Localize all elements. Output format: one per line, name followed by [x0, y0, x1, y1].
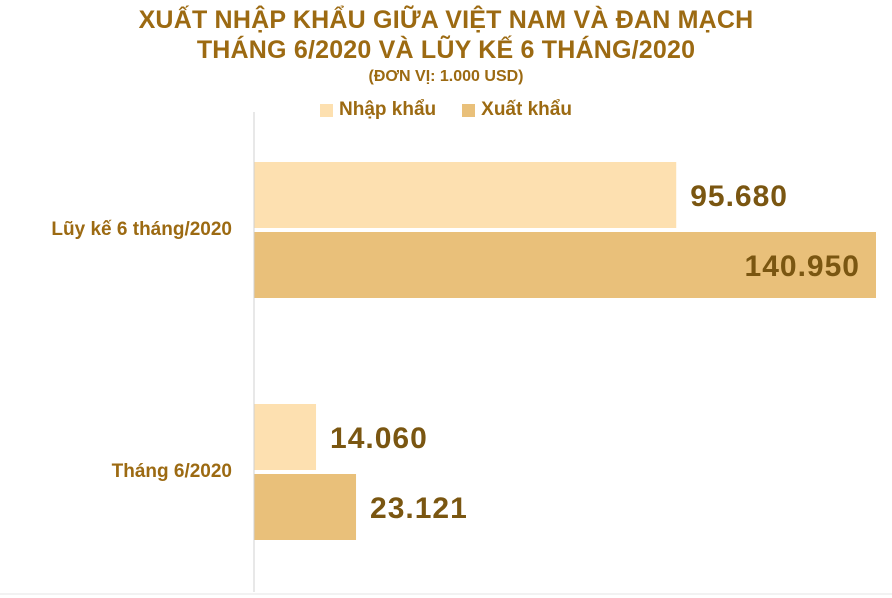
bar-import-lk6 [254, 162, 677, 228]
legend-label-import: Nhập khẩu [339, 99, 437, 120]
data-label-export-t6: 23.121 [370, 492, 468, 525]
chart-title-line1: XUẤT NHẬP KHẨU GIỮA VIỆT NAM VÀ ĐAN MẠCH [138, 6, 754, 34]
data-label-export-lk6: 140.950 [745, 250, 860, 283]
category-label-t6: Tháng 6/2020 [112, 461, 232, 482]
chart-subtitle: (ĐƠN VỊ: 1.000 USD) [368, 68, 524, 85]
bar-import-t6 [254, 404, 317, 470]
bars-group: Lũy kế 6 tháng/2020 95.680 140.950 Tháng 6/… [51, 162, 876, 540]
legend-label-export: Xuất khẩu [481, 99, 572, 120]
bar-export-t6 [254, 474, 357, 540]
legend-swatch-import [320, 103, 334, 117]
chart-legend: Nhập khẩu Xuất khẩu [0, 99, 892, 121]
chart-title-line2: THÁNG 6/2020 VÀ LŨY KẾ 6 THÁNG/2020 [196, 36, 696, 64]
data-label-import-t6: 14.060 [330, 422, 428, 455]
category-label-lk6: Lũy kế 6 tháng/2020 [51, 219, 232, 240]
bar-export-lk6 [254, 232, 876, 298]
data-label-import-lk6: 95.680 [690, 180, 788, 213]
legend-item-export: Xuất khẩu [462, 99, 572, 121]
legend-item-import: Nhập khẩu [320, 99, 436, 121]
legend-swatch-export [462, 103, 476, 117]
